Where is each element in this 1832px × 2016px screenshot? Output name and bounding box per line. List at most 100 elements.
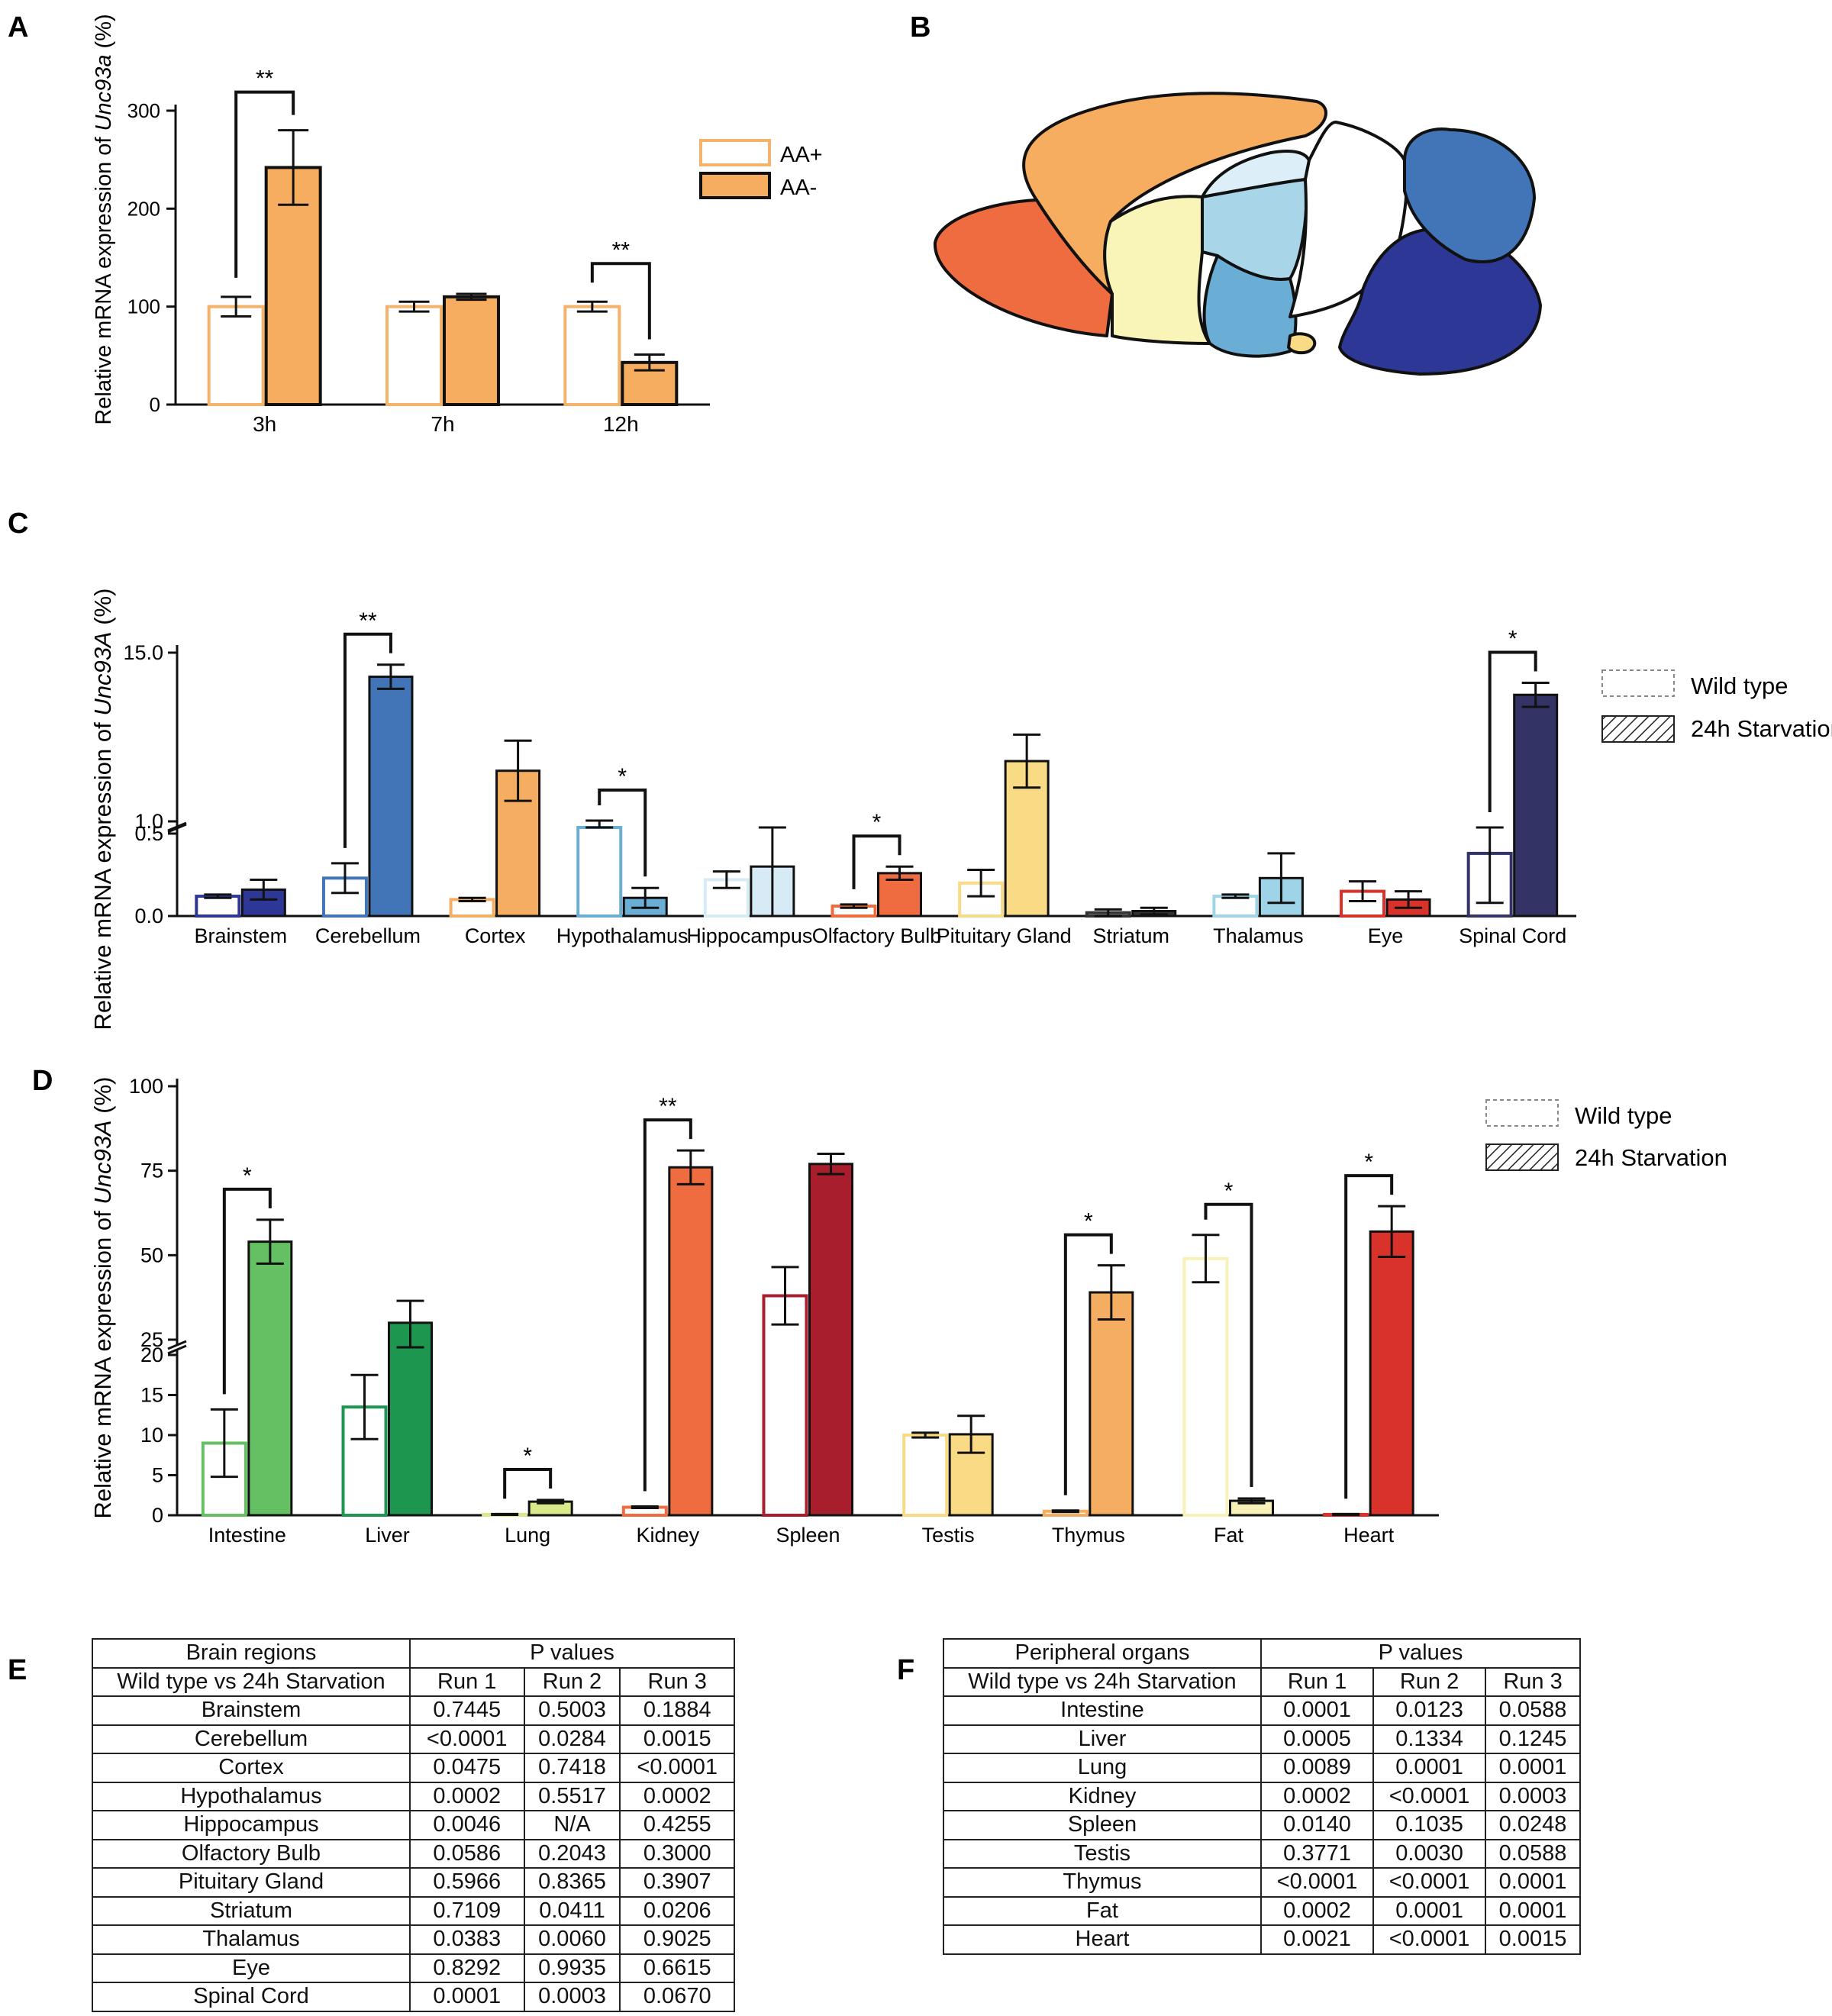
c-error-bar <box>1094 908 1122 918</box>
table-e-row: Spinal Cord 0.0001 0.0003 0.0670 <box>92 1982 735 2012</box>
c-x-tick-label: Brainstem <box>195 924 288 947</box>
c-significance-bracket <box>598 789 647 877</box>
table-f-pvalue-cell: 0.0588 <box>1485 1838 1581 1869</box>
table-f-row: Liver 0.0005 0.1334 0.1245 <box>943 1724 1581 1754</box>
table-f-run-header: Run 2 <box>1372 1666 1487 1697</box>
table-f-pvalue-cell: 0.1334 <box>1372 1724 1487 1754</box>
c-significance-bracket <box>1488 650 1537 812</box>
a-x-tick-label: 12h <box>603 412 639 436</box>
a-significance-bracket <box>590 262 651 340</box>
d-y-tick-label: 50 <box>140 1243 163 1266</box>
d-error-bar <box>631 1505 659 1510</box>
d-y-tick-label: 20 <box>140 1343 163 1366</box>
d-significance-label: ** <box>659 1094 677 1119</box>
c-x-tick-label: Hippocampus <box>686 924 812 947</box>
d-x-tick-label: Lung <box>505 1524 550 1547</box>
table-e-pvalue-cell: 0.0015 <box>619 1724 735 1754</box>
table-f-pvalue-cell: 0.0123 <box>1372 1695 1487 1726</box>
table-e-row: Cortex 0.0475 0.7418 <0.0001 <box>92 1753 735 1783</box>
table-e-pvalue-cell: 0.1884 <box>619 1695 735 1726</box>
table-f-subheader-comparison: Wild type vs 24h Starvation <box>943 1666 1262 1697</box>
d-y-axis-label: Relative mRNA expression of Unc93A (%) <box>89 1077 116 1519</box>
a-bar-aa-7h <box>443 295 500 407</box>
panel-label-b: B <box>910 11 931 44</box>
table-e-pvalue-cell: 0.5517 <box>523 1781 621 1811</box>
table-e-pvalue-cell: 0.0586 <box>409 1838 525 1869</box>
table-e-header-title: Brain regions <box>92 1638 411 1669</box>
table-f-pvalue-cell: 0.0015 <box>1485 1924 1581 1955</box>
d-bar-24h-starvation-thymus <box>1089 1291 1134 1517</box>
table-e-pvalue-cell: 0.5966 <box>409 1867 525 1898</box>
table-f-header-pvalues: P values <box>1260 1638 1581 1669</box>
table-f-row-label: Liver <box>943 1724 1262 1754</box>
c-bar-wild-type-hypothalamus <box>576 826 623 918</box>
d-x-tick-label: Heart <box>1343 1524 1395 1547</box>
table-e-pvalue-cell: 0.0060 <box>523 1924 621 1955</box>
c-x-tick-label: Hypothalamus <box>556 924 689 947</box>
d-bar-wild-type-spleen <box>762 1294 808 1518</box>
table-f-pvalue-cell: 0.0089 <box>1260 1753 1375 1783</box>
c-bar-wild-type-thalamus <box>1212 895 1259 918</box>
table-e-pvalue-cell: 0.0284 <box>523 1724 621 1754</box>
table-f-pvalue-cell: 0.0588 <box>1485 1695 1581 1726</box>
d-significance-label: * <box>1364 1150 1373 1175</box>
table-f-pvalue-cell: 0.0001 <box>1485 1895 1581 1926</box>
legend-c-label-wild-type: Wild type <box>1691 673 1788 699</box>
table-f-row-label: Heart <box>943 1924 1262 1955</box>
table-e-run-header: Run 2 <box>523 1666 621 1697</box>
d-error-bar <box>1378 1205 1406 1259</box>
table-e-pvalue-cell: N/A <box>523 1810 621 1840</box>
table-e-row-label: Cortex <box>92 1753 411 1783</box>
c-error-bar <box>376 663 405 690</box>
c-error-bar <box>1395 890 1423 909</box>
table-e-row-label: Olfactory Bulb <box>92 1838 411 1869</box>
table-e-pvalue-cell: 0.6615 <box>619 1953 735 1983</box>
chart-c: 0.0 0.51.0 15.0 Relative mRNA expression of… <box>89 589 1576 1030</box>
table-e-header-row: Brain regions P values <box>92 1638 735 1669</box>
d-x-tick-label: Thymus <box>1052 1524 1125 1547</box>
table-f-pvalue-cell: 0.0140 <box>1260 1810 1375 1840</box>
table-e-pvalue-cell: <0.0001 <box>619 1753 735 1783</box>
table-e-row: Hippocampus 0.0046 N/A 0.4255 <box>92 1810 735 1840</box>
table-e-pvalue-cell: 0.0206 <box>619 1895 735 1926</box>
table-e-pvalue-cell: 0.3907 <box>619 1867 735 1898</box>
c-x-tick-label: Striatum <box>1093 924 1170 947</box>
table-e-row-label: Pituitary Gland <box>92 1867 411 1898</box>
table-e-pvalue-cell: 0.0475 <box>409 1753 525 1783</box>
d-error-bar <box>771 1266 799 1326</box>
d-axis-break <box>167 1340 187 1355</box>
table-e-row-label: Thalamus <box>92 1924 411 1955</box>
d-significance-bracket <box>643 1118 692 1492</box>
brain-region-hypothalamus <box>1202 254 1298 358</box>
table-f-pvalue-cell: 0.0021 <box>1260 1924 1375 1955</box>
table-f-row: Spleen 0.0140 0.1035 0.0248 <box>943 1810 1581 1840</box>
legend-c-swatch-starvation <box>1601 715 1675 743</box>
table-e-row-label: Striatum <box>92 1895 411 1926</box>
c-x-tick-label: Eye <box>1368 924 1404 947</box>
c-x-tick-label: Cerebellum <box>315 924 421 947</box>
table-f-pvalue-cell: 0.0002 <box>1260 1781 1375 1811</box>
d-bar-24h-starvation-spleen <box>808 1163 853 1517</box>
table-f-row-label: Intestine <box>943 1695 1262 1726</box>
legend-a-label-aa-minus: AA- <box>780 176 817 200</box>
chart-a: 0 100 200 300 Relative mRNA expression of Un… <box>92 14 710 436</box>
table-e-row: Eye 0.8292 0.9935 0.6615 <box>92 1953 735 1983</box>
brain-region-striatum <box>1103 195 1211 345</box>
c-y-tick-label: 0.5 <box>134 822 163 845</box>
table-e-row-label: Spinal Cord <box>92 1982 411 2012</box>
a-y-tick-label: 300 <box>127 99 160 122</box>
legend-a-swatch-aa-minus <box>699 172 771 199</box>
c-error-bar <box>1521 681 1550 708</box>
d-x-tick-label: Kidney <box>637 1524 700 1547</box>
table-f-row: Testis 0.3771 0.0030 0.0588 <box>943 1838 1581 1869</box>
c-x-tick-label: Pituitary Gland <box>937 924 1072 947</box>
table-f-pvalue-cell: 0.3771 <box>1260 1838 1375 1869</box>
brain-diagram <box>933 92 1542 376</box>
table-e-row-label: Hypothalamus <box>92 1781 411 1811</box>
table-f-row-label: Spleen <box>943 1810 1262 1840</box>
d-error-bar <box>911 1431 940 1439</box>
a-bar-aa-3h <box>207 305 265 406</box>
d-error-bar <box>957 1414 985 1454</box>
